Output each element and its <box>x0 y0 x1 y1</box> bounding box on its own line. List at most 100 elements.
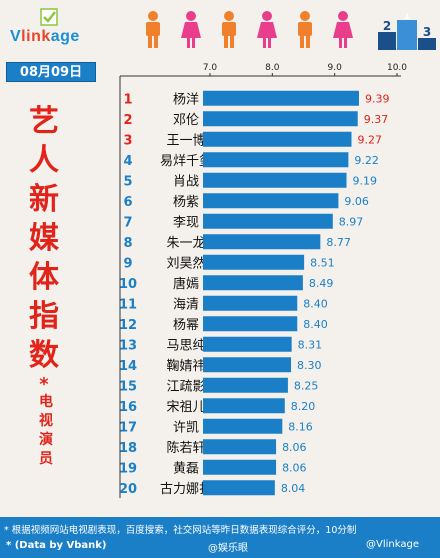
vlinkage-logo: Vlinkage <box>10 8 110 48</box>
rank-label: 18 <box>119 441 137 456</box>
logo-wordmark: Vlinkage <box>10 28 80 45</box>
category-label: 王一博 <box>166 133 205 148</box>
watermark-yulexyan: @娱乐眼 <box>208 543 248 554</box>
rank-label: 5 <box>123 174 132 189</box>
value-label: 8.77 <box>326 236 351 249</box>
subtitle-char: 视 <box>39 413 53 429</box>
bar <box>203 111 358 127</box>
category-label: 杨紫 <box>173 195 199 210</box>
rank-label: 9 <box>123 256 132 271</box>
header: Vlinkage 2 1 3 <box>0 0 440 56</box>
podium-digit-2: 2 <box>383 19 391 33</box>
title-char: 媒 <box>29 221 59 256</box>
rank-label: 4 <box>123 154 132 169</box>
bar <box>203 418 283 434</box>
subtitle-char: 员 <box>39 451 53 467</box>
category-label: 易烊千玺 <box>160 154 212 169</box>
category-label: 唐嫣 <box>173 276 199 292</box>
value-label: 9.27 <box>357 133 382 146</box>
category-label: 宋祖儿 <box>166 400 205 415</box>
rank-label: 1 <box>123 92 132 107</box>
category-label: 黄磊 <box>173 461 199 476</box>
bar <box>203 193 339 209</box>
category-label: 邓伦 <box>173 113 199 128</box>
rank-label: 10 <box>119 277 137 292</box>
podium-digit-1: 1 <box>404 14 411 22</box>
rank-label: 16 <box>119 400 137 415</box>
value-label: 8.20 <box>291 400 316 413</box>
x-tick-label: 9.0 <box>328 63 343 73</box>
category-label: 鞠婧祎 <box>166 359 205 374</box>
bar <box>203 377 288 393</box>
category-label: 陈若轩 <box>166 440 205 456</box>
value-label: 8.97 <box>339 215 364 228</box>
category-label: 杨幂 <box>173 318 199 333</box>
rank-label: 17 <box>119 420 137 435</box>
value-label: 9.37 <box>364 113 389 126</box>
rank-label: 8 <box>123 236 132 251</box>
title-char: 新 <box>29 182 59 217</box>
podium-icon: 2 1 3 <box>378 14 436 50</box>
person-male-icon <box>298 11 312 48</box>
value-label: 8.40 <box>303 297 328 310</box>
date-badge: 08月09日 <box>6 62 96 82</box>
rank-label: 7 <box>123 215 132 230</box>
title-char: 艺 <box>29 104 59 139</box>
bar <box>203 459 277 475</box>
value-label: 8.40 <box>303 318 328 331</box>
rank-label: 3 <box>123 133 132 148</box>
value-label: 9.22 <box>354 154 379 167</box>
rank-label: 6 <box>123 195 132 210</box>
person-male-icon <box>222 11 236 48</box>
bar <box>203 439 277 455</box>
bar <box>203 152 349 168</box>
bar <box>203 295 298 311</box>
value-label: 8.51 <box>310 256 335 269</box>
value-label: 9.06 <box>344 195 369 208</box>
subtitle-star: * <box>39 374 49 395</box>
x-tick-label: 7.0 <box>203 63 218 73</box>
x-tick-label: 8.0 <box>265 63 280 73</box>
value-label: 8.06 <box>282 441 307 454</box>
rank-label: 20 <box>119 482 137 497</box>
rank-label: 15 <box>119 379 137 394</box>
footer-note: * 根据视频网站电视剧表现，百度搜索，社交网站等昨日数据表现综合评分，10分制 <box>4 525 357 536</box>
category-label: 刘昊然 <box>166 255 205 271</box>
category-label: 李现 <box>173 215 199 230</box>
rank-label: 14 <box>119 359 137 374</box>
rank-label: 13 <box>119 338 137 353</box>
bar <box>203 254 305 270</box>
rank-label: 2 <box>123 113 132 128</box>
logo-check-icon <box>40 8 58 26</box>
category-label: 许凯 <box>173 420 199 435</box>
value-label: 8.06 <box>282 461 307 474</box>
title-char: 人 <box>29 143 59 178</box>
bar <box>203 90 359 106</box>
people-icons <box>146 11 353 48</box>
title-char: 体 <box>29 260 59 295</box>
person-female-icon <box>257 11 277 48</box>
category-label: 杨洋 <box>173 92 199 107</box>
bar <box>203 172 347 188</box>
value-label: 8.25 <box>294 379 319 392</box>
title-char: 指 <box>29 299 59 334</box>
category-label: 朱一龙 <box>166 236 205 251</box>
podium-digit-3: 3 <box>423 25 431 39</box>
value-label: 9.39 <box>365 92 390 105</box>
person-female-icon <box>181 11 201 48</box>
bar <box>203 357 292 373</box>
person-female-icon <box>333 11 353 48</box>
value-label: 8.04 <box>281 482 306 495</box>
vertical-title: 艺 人 新 媒 体 指 数 * 电 视 演 员 <box>24 102 64 469</box>
bar <box>203 234 321 250</box>
category-label: 海清 <box>173 297 199 312</box>
rank-label: 19 <box>119 461 137 476</box>
bar <box>203 213 333 229</box>
category-label: 马思纯 <box>166 338 205 353</box>
value-label: 8.30 <box>297 359 322 372</box>
footer-bar <box>0 517 440 558</box>
value-label: 9.19 <box>353 174 378 187</box>
bar <box>203 316 298 332</box>
bar <box>203 275 303 291</box>
title-char: 数 <box>29 338 59 373</box>
